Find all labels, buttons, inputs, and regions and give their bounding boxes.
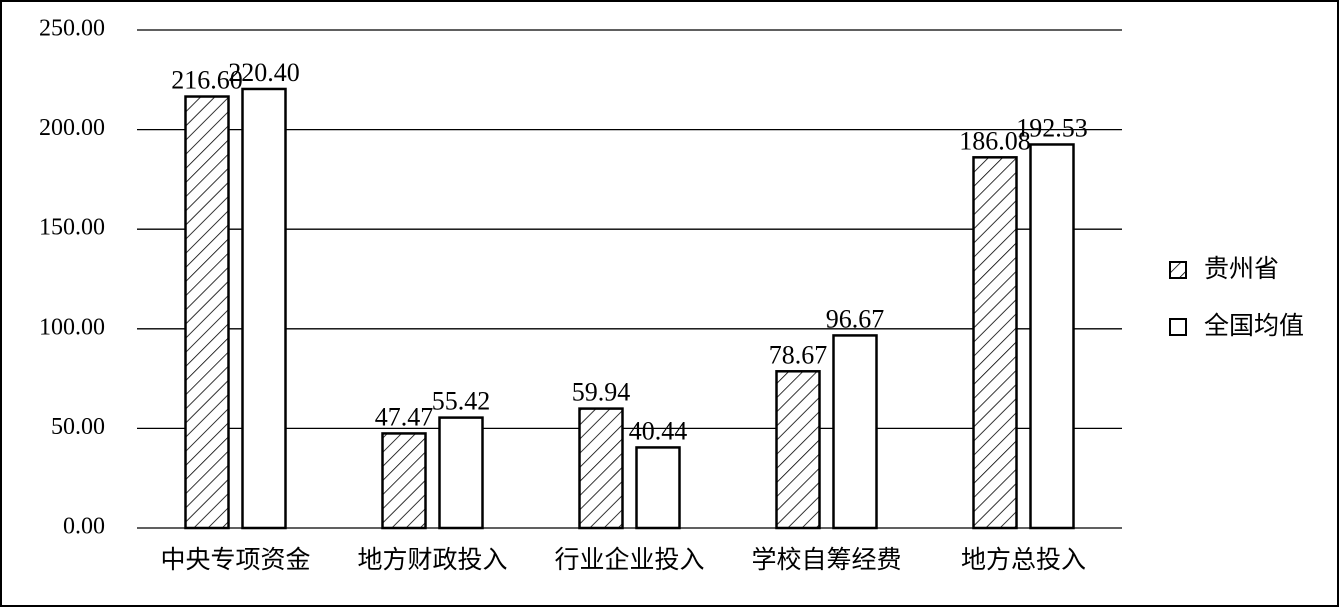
bar bbox=[241, 87, 287, 530]
legend-label: 全国均值 bbox=[1204, 311, 1304, 340]
x-tick-label: 学校自筹经费 bbox=[751, 545, 901, 574]
bar bbox=[775, 370, 821, 530]
bar bbox=[438, 416, 484, 530]
bar bbox=[184, 95, 230, 530]
bar bbox=[578, 407, 624, 530]
value-label: 192.53 bbox=[1016, 113, 1088, 142]
legend-label: 贵州省 bbox=[1204, 254, 1279, 283]
y-tick-label: 50.00 bbox=[51, 414, 105, 440]
value-label: 40.44 bbox=[629, 416, 688, 445]
bar bbox=[635, 446, 681, 530]
x-tick-label: 地方财政投入 bbox=[357, 545, 507, 574]
y-tick-label: 150.00 bbox=[39, 215, 105, 241]
value-label: 216.60 bbox=[171, 66, 243, 95]
x-tick-label: 中央专项资金 bbox=[160, 545, 310, 574]
value-label: 78.67 bbox=[769, 340, 828, 369]
value-label: 47.47 bbox=[375, 402, 434, 431]
value-label: 59.94 bbox=[572, 378, 631, 407]
legend-swatch bbox=[1169, 261, 1187, 279]
y-tick-label: 250.00 bbox=[39, 16, 105, 42]
y-tick-label: 200.00 bbox=[39, 115, 105, 141]
y-tick-label: 0.00 bbox=[63, 514, 105, 540]
bar bbox=[1029, 143, 1075, 530]
x-tick-label: 地方总投入 bbox=[961, 545, 1086, 574]
value-label: 186.08 bbox=[959, 126, 1031, 155]
value-label: 220.40 bbox=[228, 58, 300, 87]
y-tick-label: 100.00 bbox=[39, 314, 105, 340]
bar bbox=[832, 334, 878, 530]
x-tick-label: 行业企业投入 bbox=[554, 545, 704, 574]
value-label: 96.67 bbox=[826, 304, 885, 333]
legend-swatch bbox=[1169, 318, 1187, 336]
value-label: 55.42 bbox=[432, 387, 491, 416]
bar bbox=[972, 156, 1018, 530]
bar bbox=[381, 432, 427, 530]
